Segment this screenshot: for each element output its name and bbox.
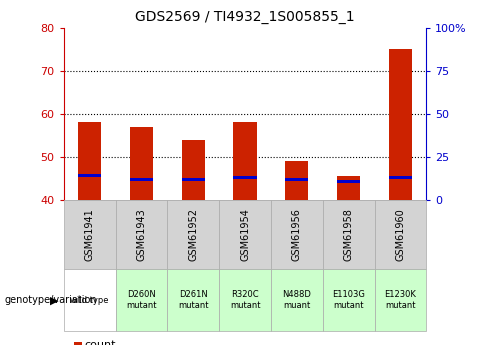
Text: genotype/variation: genotype/variation <box>5 295 98 305</box>
Text: GSM61958: GSM61958 <box>343 208 354 261</box>
Text: GSM61960: GSM61960 <box>395 208 405 261</box>
Text: GSM61941: GSM61941 <box>85 208 95 261</box>
Bar <box>130 178 153 181</box>
Bar <box>285 178 309 181</box>
Text: E1230K
mutant: E1230K mutant <box>385 290 416 310</box>
Text: ▶: ▶ <box>50 295 59 305</box>
Bar <box>78 175 101 177</box>
Text: GSM61952: GSM61952 <box>188 208 198 261</box>
Bar <box>78 122 101 200</box>
Text: GSM61954: GSM61954 <box>240 208 250 261</box>
Bar <box>233 176 257 179</box>
Bar <box>130 127 153 200</box>
Bar <box>182 140 205 200</box>
Text: R320C
mutant: R320C mutant <box>230 290 260 310</box>
Text: count: count <box>85 340 116 345</box>
Bar <box>337 180 360 183</box>
Text: GSM61943: GSM61943 <box>136 208 147 261</box>
Bar <box>285 161 309 200</box>
Bar <box>389 49 412 200</box>
Text: D260N
mutant: D260N mutant <box>126 290 157 310</box>
Bar <box>337 176 360 200</box>
Text: D261N
mutant: D261N mutant <box>178 290 208 310</box>
Text: wild type: wild type <box>71 296 109 305</box>
Bar <box>182 178 205 181</box>
Title: GDS2569 / TI4932_1S005855_1: GDS2569 / TI4932_1S005855_1 <box>135 10 355 24</box>
Text: E1103G
mutant: E1103G mutant <box>332 290 365 310</box>
Bar <box>389 176 412 179</box>
Text: N488D
muant: N488D muant <box>282 290 311 310</box>
Bar <box>233 122 257 200</box>
Text: GSM61956: GSM61956 <box>292 208 302 261</box>
